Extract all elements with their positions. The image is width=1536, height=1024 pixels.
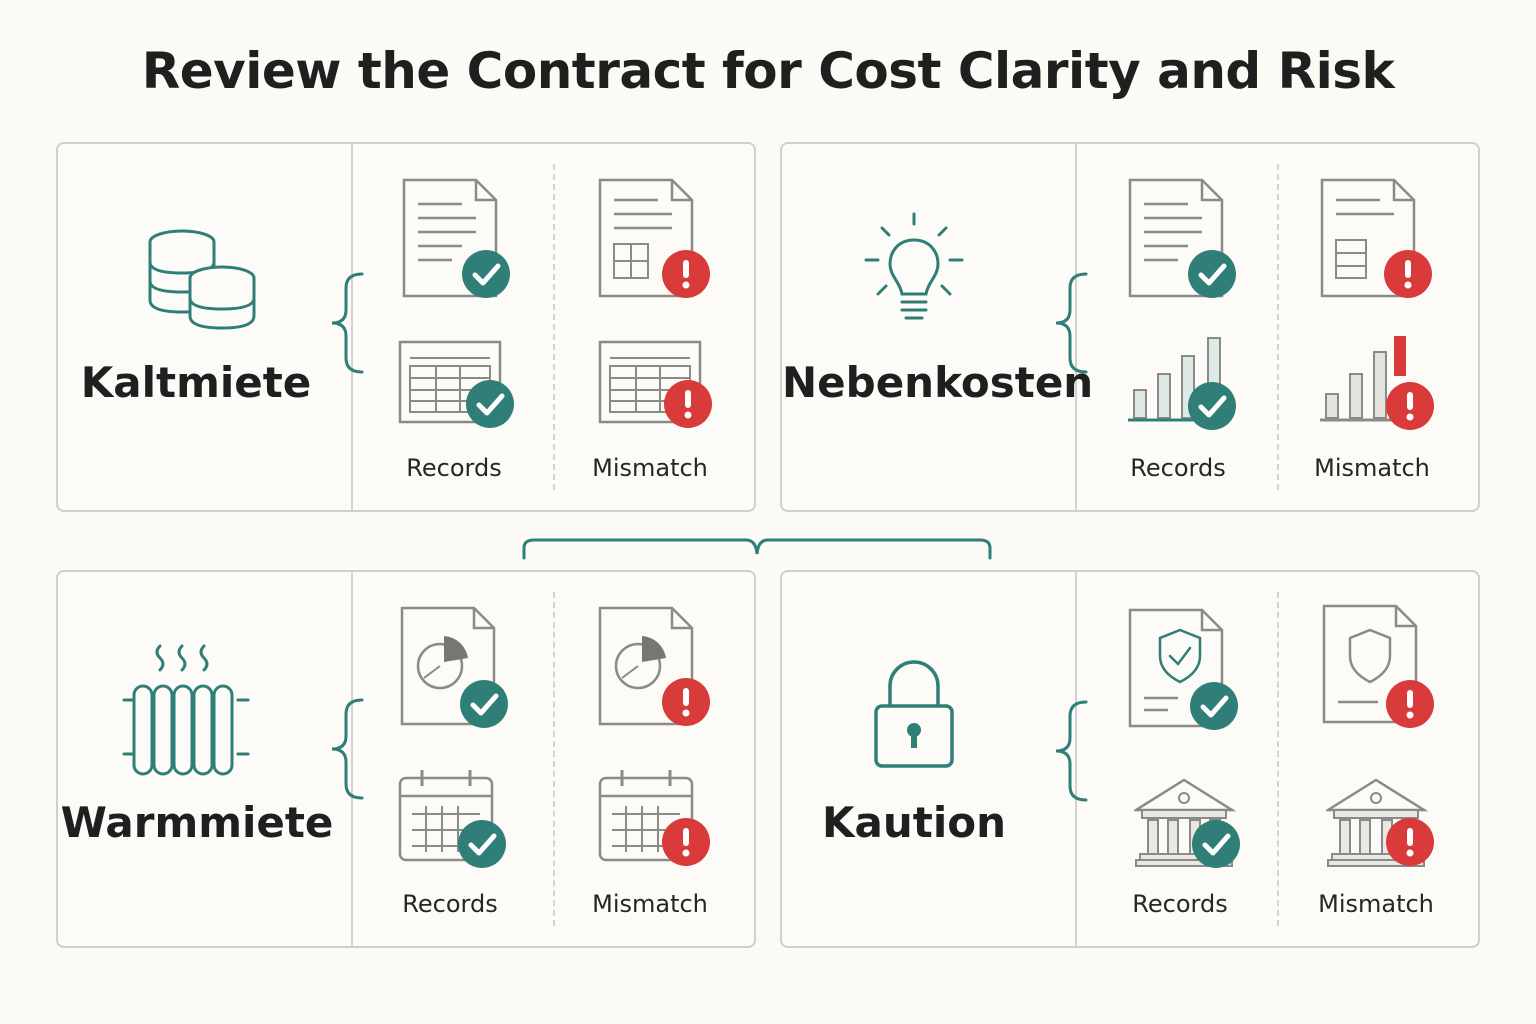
padlock-icon	[874, 660, 954, 768]
records-label: Records	[1132, 890, 1228, 918]
records-label: Records	[1130, 454, 1226, 482]
panel-kaltmiete: Kaltmiete Records Mismatch	[56, 142, 756, 512]
spreadsheet-alert-icon	[598, 340, 712, 428]
panel-divider	[351, 572, 353, 946]
connector-brace-icon	[522, 538, 992, 560]
column-divider	[553, 592, 555, 926]
coins-icon	[148, 229, 256, 330]
pie-document-alert-icon	[598, 606, 710, 726]
brace-icon	[1054, 272, 1088, 374]
category-label: Kaltmiete	[80, 358, 312, 407]
panel-divider	[351, 144, 353, 510]
shield-document-check-icon	[1128, 608, 1240, 736]
column-divider	[1277, 164, 1279, 490]
document-alert-icon	[1320, 178, 1432, 298]
panel-divider	[1075, 144, 1077, 510]
panel-warmmiete: Warmmiete Records Mismatch	[56, 570, 756, 948]
page-title: Review the Contract for Cost Clarity and…	[141, 42, 1395, 100]
mismatch-label: Mismatch	[1318, 890, 1434, 918]
lightbulb-icon	[864, 212, 964, 320]
brace-icon	[330, 698, 364, 800]
document-alert-icon	[598, 178, 710, 298]
bar-chart-check-icon	[1128, 337, 1242, 454]
panel-nebenkosten: Nebenkosten Records	[780, 142, 1480, 512]
category-label: Nebenkosten	[782, 358, 1094, 407]
mismatch-label: Mismatch	[592, 890, 708, 918]
panel-kaution: Kaution Records Mismatch	[780, 570, 1480, 948]
bank-alert-icon	[1326, 778, 1434, 868]
pie-document-check-icon	[400, 606, 512, 734]
calendar-check-icon	[398, 768, 514, 878]
shield-document-alert-icon	[1322, 604, 1434, 728]
mismatch-label: Mismatch	[1314, 454, 1430, 482]
category-label: Kaution	[821, 798, 1007, 847]
column-divider	[1277, 592, 1279, 926]
bank-check-icon	[1134, 778, 1244, 878]
bar-chart-alert-icon	[1320, 336, 1434, 430]
calendar-alert-icon	[598, 768, 710, 866]
brace-icon	[1054, 700, 1088, 802]
brace-icon	[330, 272, 364, 374]
column-divider	[553, 164, 555, 490]
radiator-icon	[122, 644, 250, 776]
records-label: Records	[402, 890, 498, 918]
document-check-icon	[402, 178, 514, 306]
category-label: Warmmiete	[60, 798, 334, 847]
panel-divider	[1075, 572, 1077, 946]
spreadsheet-check-icon	[398, 340, 518, 452]
mismatch-label: Mismatch	[592, 454, 708, 482]
records-label: Records	[406, 454, 502, 482]
document-check-icon	[1128, 178, 1240, 306]
